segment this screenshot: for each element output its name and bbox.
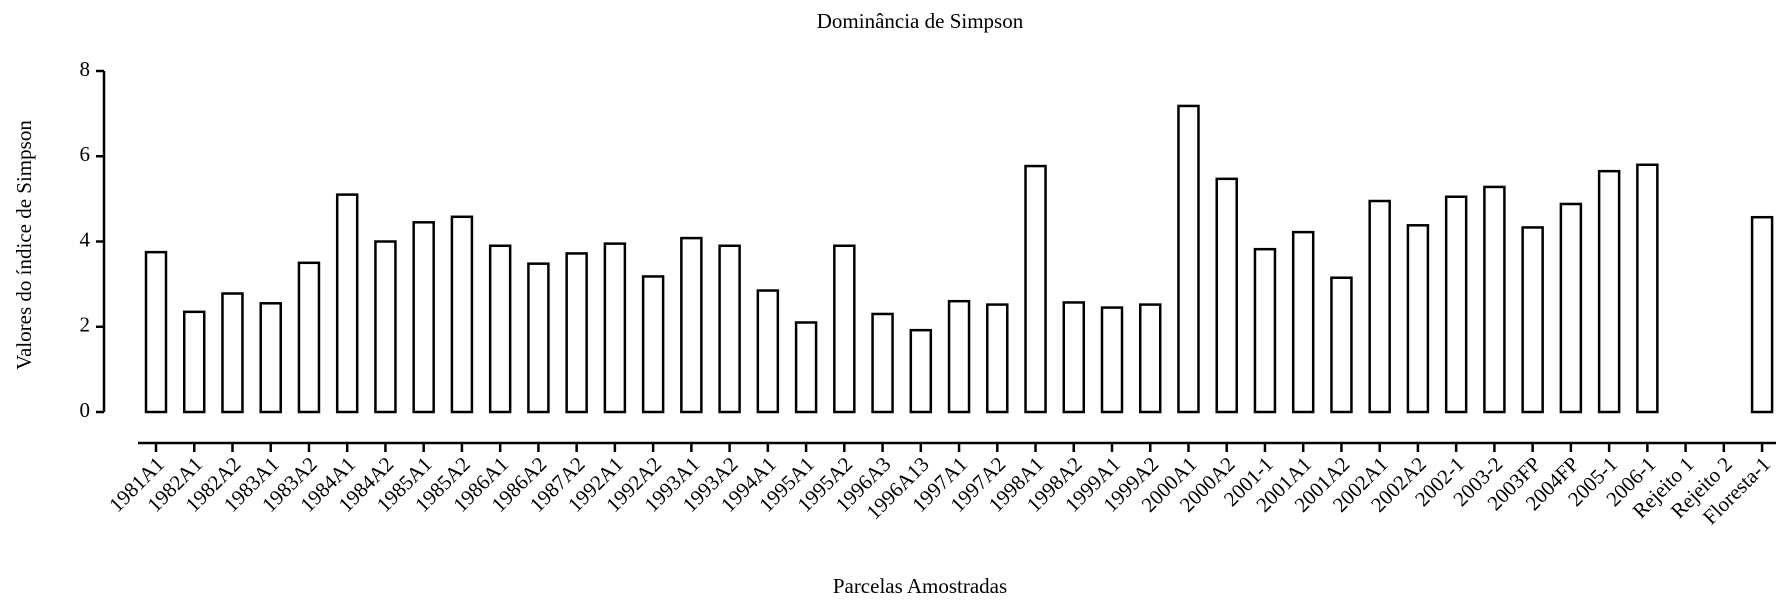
bar — [1750, 215, 1774, 414]
bar — [1291, 230, 1315, 414]
x-axis-label: Parcelas Amostradas — [833, 574, 1007, 598]
bar — [680, 236, 703, 414]
y-axis-label: Valores do índice de Simpson — [12, 120, 36, 370]
bar — [1483, 185, 1506, 414]
bar — [1215, 177, 1238, 414]
bar — [450, 215, 474, 414]
bar — [947, 299, 971, 414]
y-tick-label: 2 — [80, 313, 91, 337]
bar — [756, 289, 780, 414]
y-tick-label: 0 — [80, 398, 91, 422]
bar — [374, 240, 397, 414]
bar — [488, 244, 512, 414]
y-tick-label: 8 — [80, 57, 91, 81]
bar — [565, 252, 588, 414]
bar — [1253, 247, 1277, 414]
bar — [1138, 303, 1162, 414]
bar — [412, 221, 435, 414]
bar — [1368, 199, 1391, 414]
bar — [1406, 224, 1430, 414]
bar — [335, 193, 359, 414]
bar — [1636, 163, 1659, 414]
bar — [297, 261, 321, 414]
bar — [909, 328, 933, 414]
bar — [144, 250, 168, 414]
bar — [1330, 276, 1353, 414]
bar — [641, 275, 665, 414]
bar — [221, 292, 244, 414]
bar — [1597, 169, 1621, 414]
bar — [1444, 195, 1468, 414]
bar — [718, 244, 741, 414]
bar — [1521, 226, 1544, 414]
bar — [603, 242, 627, 414]
bar — [1100, 306, 1124, 414]
bar — [833, 244, 856, 414]
bar — [182, 310, 206, 414]
bar — [1559, 202, 1583, 414]
y-tick-label: 6 — [80, 142, 91, 166]
y-tick-label: 4 — [80, 227, 91, 251]
bar — [1177, 104, 1200, 414]
bar — [259, 302, 282, 414]
bar — [1062, 301, 1086, 414]
chart-title: Dominância de Simpson — [817, 9, 1024, 33]
bar — [871, 312, 894, 414]
bar — [794, 321, 818, 414]
bar — [986, 303, 1009, 414]
bar — [1024, 164, 1047, 414]
bar — [527, 262, 550, 414]
